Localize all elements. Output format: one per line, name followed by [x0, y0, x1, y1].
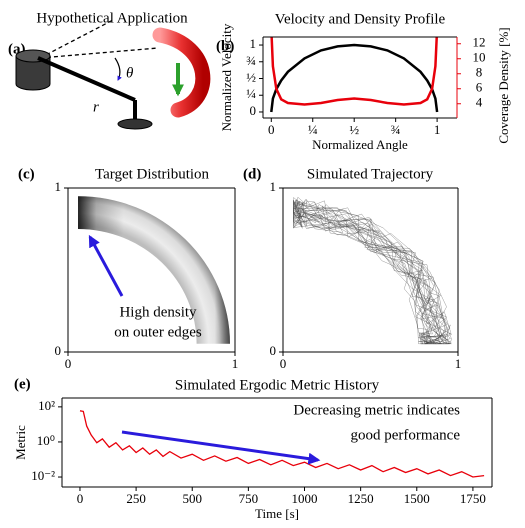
x-tick-label: 500 [182, 491, 202, 506]
x-tick-label: ¼ [308, 122, 318, 137]
y2-tick-label: 10 [473, 50, 486, 65]
y-tick-label: ½ [246, 69, 256, 84]
chart-title: Simulated Trajectory [307, 166, 434, 182]
annotation: Decreasing metric indicates [293, 402, 460, 418]
data-line [270, 37, 438, 106]
data-line [79, 410, 485, 478]
y-tick-label: 0 [250, 103, 257, 118]
x-tick-label: 0 [280, 356, 287, 371]
annotation: good performance [350, 427, 460, 443]
y2-axis-label: Coverage Density [%] [496, 27, 511, 143]
x-axis-label: Normalized Angle [312, 137, 408, 152]
x-tick-label: 0 [268, 122, 275, 137]
y-tick-label: 0 [270, 343, 277, 358]
x-tick-label: 1 [434, 122, 441, 137]
y-tick-label: 1 [55, 179, 62, 194]
panel-label: (e) [14, 376, 31, 392]
x-tick-label: 1250 [348, 491, 374, 506]
base-cylinder [15, 55, 51, 91]
angle-arc [114, 57, 122, 81]
annotation-arrow [88, 234, 124, 297]
x-tick-label: 750 [239, 491, 259, 506]
y-tick-label: ¾ [246, 53, 256, 68]
chart-title: Simulated Ergodic Metric History [175, 377, 380, 393]
chart-title: Target Distribution [95, 166, 210, 182]
y-tick-label: 10⁻² [31, 468, 55, 483]
x-tick-label: 0 [77, 491, 84, 506]
y-tick-label: 1 [250, 36, 257, 51]
x-tick-label: 1000 [292, 491, 318, 506]
diagram: Hypothetical Application (a) θ r [8, 10, 211, 130]
annotation-arrow [121, 430, 321, 465]
panel-label: (b) [216, 38, 234, 54]
y-tick-label: 1 [270, 179, 277, 194]
y-axis-label: Metric [13, 425, 28, 460]
dashed-line [39, 47, 159, 59]
target-density-shade [78, 196, 230, 344]
x-tick-label: ¾ [391, 122, 401, 137]
panel-label: (c) [18, 166, 35, 182]
y2-tick-label: 4 [476, 95, 483, 110]
chart-title: Velocity and Density Profile [275, 11, 446, 27]
radius-label: r [93, 99, 99, 115]
y-tick-label: ¼ [246, 86, 256, 101]
x-tick-label: 0 [65, 356, 72, 371]
y2-tick-label: 8 [476, 65, 483, 80]
y-tick-label: 10² [38, 398, 55, 413]
red-tube [152, 27, 211, 118]
annotation: on outer edges [114, 324, 202, 340]
x-tick-label: ½ [349, 122, 359, 137]
y2-tick-label: 6 [476, 80, 483, 95]
trajectory [292, 196, 453, 345]
x-tick-label: 1 [232, 356, 239, 371]
y-axis-label: Normalized Velocity [219, 23, 234, 131]
arm [37, 56, 136, 102]
x-axis-label: Time [s] [255, 506, 299, 521]
angle-label: θ [126, 65, 134, 81]
x-tick-label: 1500 [404, 491, 430, 506]
y2-tick-label: 12 [473, 35, 486, 50]
y-tick-label: 0 [55, 343, 62, 358]
x-tick-label: 1750 [460, 491, 486, 506]
tool-disk [117, 118, 153, 130]
x-tick-label: 250 [126, 491, 146, 506]
panel-label: (d) [243, 166, 261, 182]
diagram-title: Hypothetical Application [36, 10, 188, 26]
y-tick-label: 10⁰ [37, 433, 55, 448]
data-line [270, 43, 439, 113]
annotation: High density [119, 304, 197, 320]
x-tick-label: 1 [455, 356, 462, 371]
